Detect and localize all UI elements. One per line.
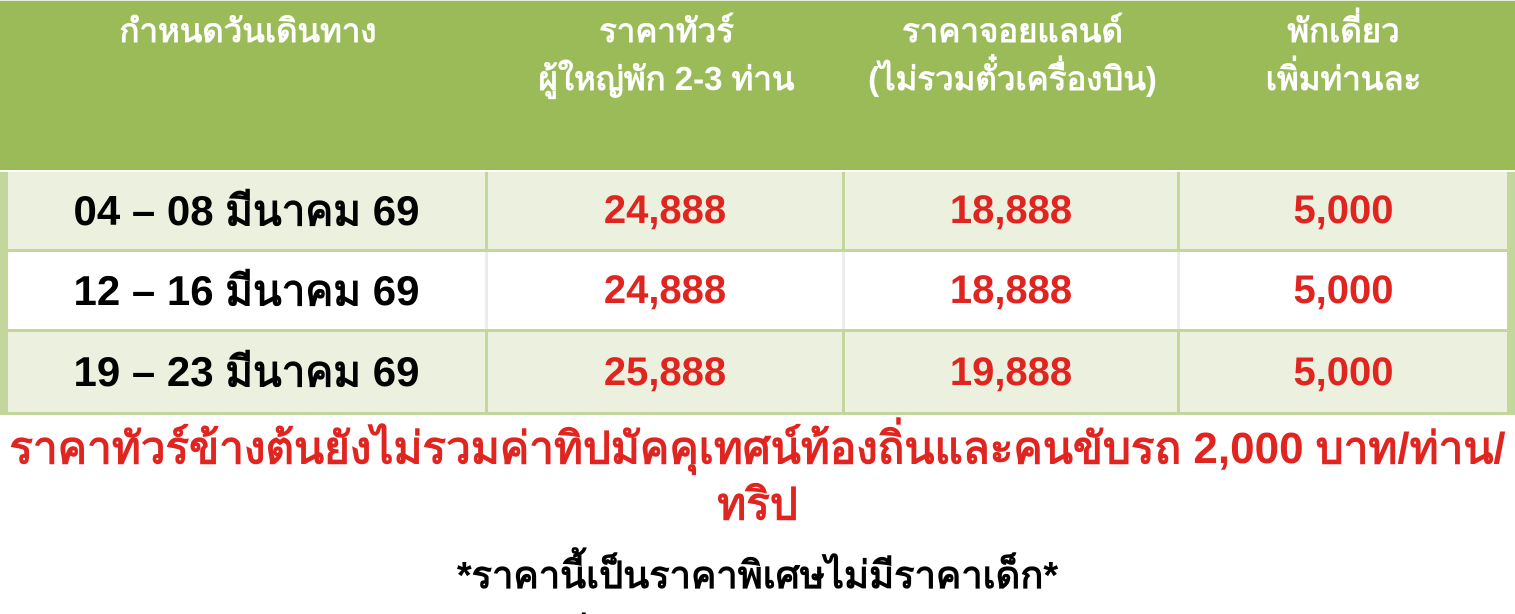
header-label: พักเดี่ยว — [1287, 12, 1400, 49]
single-supplement-price: 5,000 — [1293, 268, 1394, 312]
joinland-price-cell: 18,888 — [845, 172, 1180, 249]
header-label: กำหนดวันเดินทาง — [119, 12, 377, 49]
tour-price-cell: 25,888 — [488, 332, 845, 412]
header-label: ราคาจอยแลนด์ — [902, 12, 1123, 49]
date-cell: 04 – 08 มีนาคม 69 — [8, 172, 488, 249]
departure-date: 04 – 08 มีนาคม 69 — [73, 186, 420, 234]
header-cell-joinland-price: ราคาจอยแลนด์ (ไม่รวมตั๋วเครื่องบิน) — [845, 7, 1180, 170]
departure-date: 19 – 23 มีนาคม 69 — [73, 348, 420, 395]
footer-notes: ราคาทัวร์ข้างต้นยังไม่รวมค่าทิปมัคคุเทศน… — [0, 421, 1515, 614]
header-cell-tour-price: ราคาทัวร์ ผู้ใหญ่พัก 2-3 ท่าน — [488, 7, 845, 170]
single-supplement-cell: 5,000 — [1180, 332, 1507, 412]
single-supplement-price: 5,000 — [1293, 188, 1394, 232]
tour-price-cell: 24,888 — [488, 172, 845, 249]
joinland-price: 19,888 — [949, 349, 1073, 394]
table-row: 04 – 08 มีนาคม 69 24,888 18,888 5,000 — [8, 172, 1507, 252]
date-cell: 19 – 23 มีนาคม 69 — [8, 332, 488, 412]
single-supplement-cell: 5,000 — [1180, 252, 1507, 329]
table-body: 04 – 08 มีนาคม 69 24,888 18,888 5,000 12… — [0, 172, 1515, 415]
tour-price: 25,888 — [603, 349, 727, 394]
tour-price: 24,888 — [603, 188, 727, 232]
joinland-price-cell: 18,888 — [845, 252, 1180, 329]
tour-price: 24,888 — [603, 268, 727, 312]
departure-date: 12 – 16 มีนาคม 69 — [73, 266, 420, 314]
tip-note: ราคาทัวร์ข้างต้นยังไม่รวมค่าทิปมัคคุเทศน… — [9, 424, 1506, 529]
header-cell-single-supplement: พักเดี่ยว เพิ่มท่านละ — [1180, 7, 1507, 170]
date-cell: 12 – 16 มีนาคม 69 — [8, 252, 488, 329]
joinland-price-cell: 19,888 — [845, 332, 1180, 412]
tour-price-cell: 24,888 — [488, 252, 845, 329]
single-supplement-price: 5,000 — [1293, 349, 1394, 394]
header-label-line2: (ไม่รวมตั๋วเครื่องบิน) — [868, 60, 1157, 97]
header-label-line2: ผู้ใหญ่พัก 2-3 ท่าน — [538, 60, 795, 97]
header-cell-departure-date: กำหนดวันเดินทาง — [8, 7, 488, 170]
joinland-price: 18,888 — [949, 188, 1073, 232]
table-header-row: กำหนดวันเดินทาง ราคาทัวร์ ผู้ใหญ่พัก 2-3… — [0, 0, 1515, 172]
table-row: 19 – 23 มีนาคม 69 25,888 19,888 5,000 — [8, 332, 1507, 412]
single-supplement-cell: 5,000 — [1180, 172, 1507, 249]
header-label: ราคาทัวร์ — [599, 12, 734, 49]
joinland-price: 18,888 — [949, 268, 1073, 312]
header-label-line2: เพิ่มท่านละ — [1265, 60, 1422, 97]
special-price-note: *ราคานี้เป็นราคาพิเศษไม่มีราคาเด็ก* — [456, 555, 1059, 597]
table-row: 12 – 16 มีนาคม 69 24,888 18,888 5,000 — [8, 252, 1507, 332]
